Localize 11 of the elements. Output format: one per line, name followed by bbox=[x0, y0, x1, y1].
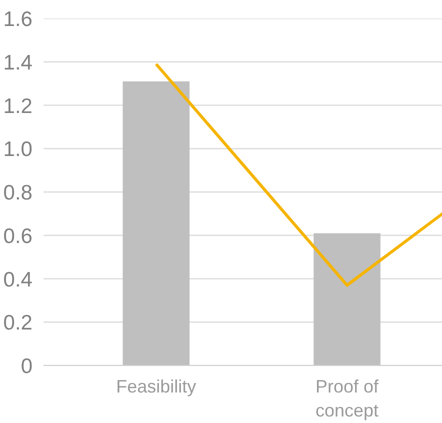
x-tick-label: Proof of concept bbox=[316, 376, 380, 420]
y-tick-label: 0 bbox=[20, 355, 33, 378]
y-tick-label: 1.6 bbox=[3, 8, 33, 31]
y-tick-label: 0.8 bbox=[3, 182, 33, 204]
y-tick-label: 1.2 bbox=[3, 94, 33, 118]
y-tick-label: 1.0 bbox=[3, 138, 33, 162]
y-tick-label: 0.2 bbox=[3, 312, 33, 335]
x-tick-label: Feasibility bbox=[116, 376, 196, 396]
y-tick-label: 0.4 bbox=[3, 268, 33, 292]
y-tick-label: 1.4 bbox=[3, 51, 33, 74]
y-tick-label: 0.6 bbox=[3, 224, 33, 248]
